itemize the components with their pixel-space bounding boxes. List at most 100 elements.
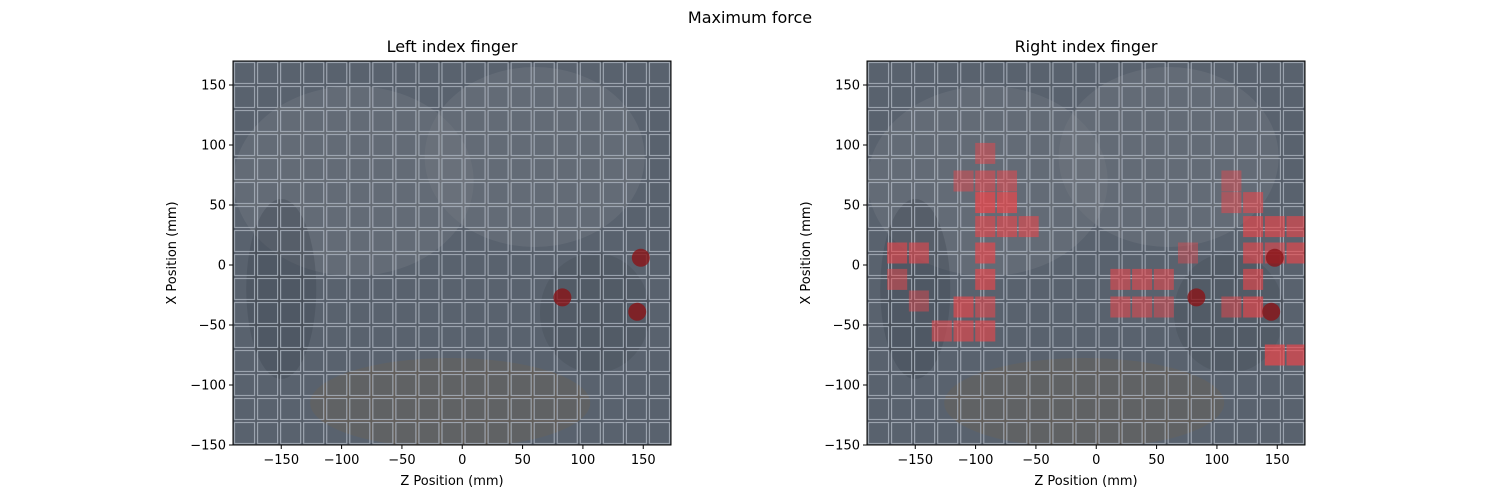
sensor-tile [579, 61, 601, 85]
sensor-tile [937, 109, 959, 133]
sensor-tile [1213, 229, 1235, 253]
sensor-tile [937, 229, 959, 253]
x-tick-label: 100 [1205, 453, 1230, 468]
sensor-tile [349, 325, 371, 349]
sensor-tile [372, 61, 394, 85]
sensor-tile [602, 325, 624, 349]
sensor-tile [1213, 61, 1235, 85]
plot-area [867, 61, 1305, 445]
sensor-tile [464, 277, 486, 301]
y-tick-label: 100 [835, 139, 860, 154]
sensor-tile [1282, 277, 1305, 301]
sensor-tile [464, 301, 486, 325]
sensor-tile [1075, 421, 1097, 445]
force-cell [975, 268, 996, 290]
y-tick-label: −100 [824, 379, 860, 394]
force-cell [1132, 268, 1153, 290]
sensor-tile [1075, 85, 1097, 109]
sensor-tile [280, 229, 302, 253]
sensor-tile [1052, 421, 1074, 445]
force-cell [1286, 344, 1305, 366]
sensor-tile [556, 229, 578, 253]
sensor-tile [418, 325, 440, 349]
sensor-tile [648, 157, 671, 181]
sensor-tile [464, 421, 486, 445]
sensor-tile [890, 301, 913, 325]
x-tick-label: 150 [631, 453, 656, 468]
force-cell [975, 216, 996, 238]
sensor-tile [1121, 61, 1143, 85]
sensor-tile [890, 61, 913, 85]
sensor-tile [487, 301, 509, 325]
sensor-tile [280, 349, 302, 373]
sensor-tile [1052, 181, 1074, 205]
sensor-tile [487, 61, 509, 85]
sensor-tile [326, 253, 348, 277]
force-cell [975, 320, 996, 342]
sensor-tile [625, 205, 648, 229]
sensor-tile [372, 253, 394, 277]
sensor-tile [1029, 253, 1051, 277]
sensor-tile [625, 181, 648, 205]
sensor-tile [579, 109, 601, 133]
sensor-tile [510, 373, 532, 397]
sensor-tile [1282, 109, 1305, 133]
sensor-tile [648, 133, 671, 157]
force-cell [975, 242, 996, 264]
sensor-tile [256, 133, 279, 157]
sensor-tile [326, 133, 348, 157]
sensor-tile [579, 373, 601, 397]
sensor-tile [1121, 85, 1143, 109]
sensor-tile [867, 109, 890, 133]
force-cell [953, 170, 974, 192]
sensor-tile [303, 205, 325, 229]
force-cell [975, 296, 996, 318]
sensor-tile [1259, 397, 1282, 421]
sensor-tile [1213, 421, 1235, 445]
sensor-tile [602, 181, 624, 205]
sensor-tile [418, 229, 440, 253]
sensor-tile [372, 181, 394, 205]
sensor-tile [1236, 61, 1258, 85]
sensor-tile [303, 421, 325, 445]
x-axis-label: Z Position (mm) [400, 474, 503, 489]
sensor-tile [1213, 133, 1235, 157]
sensor-tile [372, 205, 394, 229]
sensor-tile [280, 85, 302, 109]
sensor-tile [1236, 133, 1258, 157]
marker-dot [1265, 248, 1284, 267]
sensor-tile [1029, 85, 1051, 109]
sensor-tile [326, 181, 348, 205]
sensor-tile [1259, 421, 1282, 445]
sensor-tile [256, 109, 279, 133]
sensor-tile [303, 157, 325, 181]
sensor-tile [602, 229, 624, 253]
sensor-tile [1259, 61, 1282, 85]
sensor-tile [1190, 61, 1212, 85]
sensor-tile [960, 421, 982, 445]
background-shading [246, 199, 317, 379]
sensor-tile [280, 325, 302, 349]
sensor-tile [1075, 277, 1097, 301]
sensor-tile [579, 85, 601, 109]
sensor-tile [556, 421, 578, 445]
sensor-tile [1006, 349, 1028, 373]
sensor-tile [625, 133, 648, 157]
sensor-tile [464, 349, 486, 373]
sensor-tile [533, 349, 555, 373]
sensor-tile [648, 253, 671, 277]
sensor-tile [914, 349, 936, 373]
sensor-tile [326, 109, 348, 133]
sensor-tile [1098, 349, 1120, 373]
sensor-tile [579, 277, 601, 301]
x-tick-label: −100 [324, 453, 360, 468]
sensor-tile [233, 205, 256, 229]
sensor-tile [510, 157, 532, 181]
sensor-tile [1236, 397, 1258, 421]
sensor-tile [441, 133, 463, 157]
sensor-tile [1190, 205, 1212, 229]
force-cell [1221, 170, 1242, 192]
sensor-tile [960, 397, 982, 421]
sensor-tile [648, 349, 671, 373]
sensor-tile [487, 373, 509, 397]
